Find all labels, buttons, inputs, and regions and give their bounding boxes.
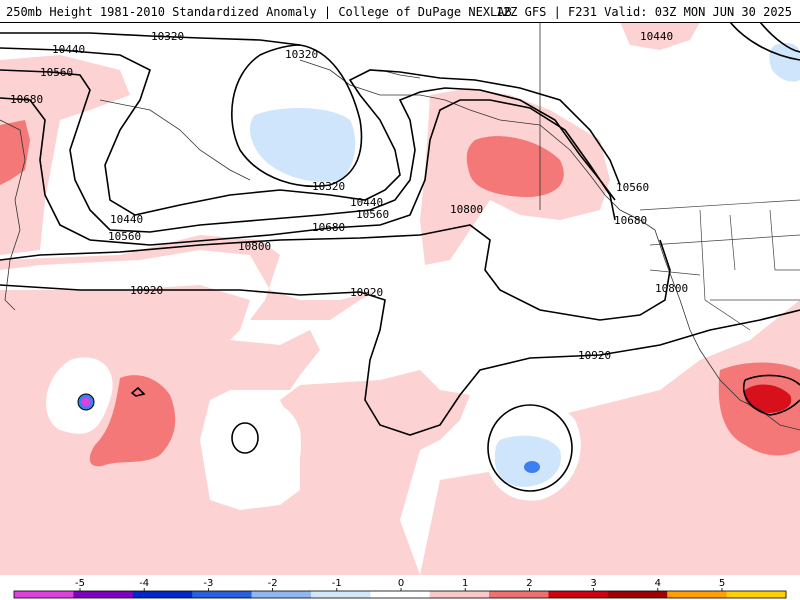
model-run-info: 12Z GFS | F231 Valid: 03Z MON JUN 30 202… xyxy=(495,5,792,19)
anomaly-map: 10320 10320 10320 10440 10440 10440 1044… xyxy=(0,22,800,575)
contour-10320-north xyxy=(0,32,301,46)
contour-label: 10320 xyxy=(151,30,184,43)
contour-10920-a xyxy=(0,284,800,436)
contour-label: 10320 xyxy=(285,48,318,61)
colorbar-segment xyxy=(132,591,193,598)
contour-label: 10440 xyxy=(110,213,143,226)
contour-label: 10800 xyxy=(238,240,271,253)
colorbar-tick-label: -2 xyxy=(268,578,278,589)
colorbar-tick-label: 0 xyxy=(398,578,404,589)
contour-10920-closed-central xyxy=(231,422,259,454)
state-borders xyxy=(639,199,800,331)
colorbar-segment xyxy=(489,591,549,598)
colorbar-tick-label: -3 xyxy=(203,578,213,589)
contour-label: 10440 xyxy=(640,30,673,43)
map-title: 250mb Height 1981-2010 Standardized Anom… xyxy=(6,5,512,19)
contour-pnw-trough xyxy=(729,22,800,61)
colorbar-tick-label: -4 xyxy=(139,578,149,589)
colorbar: -5 -4 -3 -2 -1 0 1 2 3 4 5 xyxy=(0,575,800,600)
colorbar-segment xyxy=(192,591,253,598)
colorbar-frame xyxy=(13,590,787,599)
contour-label: 10800 xyxy=(655,282,688,295)
contour-label: 10320 xyxy=(312,180,345,193)
contour-label: 10920 xyxy=(130,284,163,297)
negative-anomaly-mid xyxy=(524,461,540,473)
colorbar-segment xyxy=(726,591,787,598)
contour-label: 10440 xyxy=(52,43,85,56)
colorbar-segment xyxy=(14,591,74,598)
contour-label: 10680 xyxy=(10,93,43,106)
colorbar-tick-label: 5 xyxy=(719,578,725,589)
colorbar-segment xyxy=(251,591,312,598)
colorbar-segment xyxy=(607,591,668,598)
colorbar-tick-label: 1 xyxy=(462,578,468,589)
deep-negative-spot xyxy=(77,393,95,411)
contour-label: 10560 xyxy=(108,230,141,243)
colorbar-tick-label: -1 xyxy=(332,578,342,589)
negative-anomaly-light xyxy=(250,43,800,487)
colorbar-segment xyxy=(429,591,490,598)
contour-closed-east-mexico xyxy=(743,374,800,416)
contour-10800-a xyxy=(0,224,671,321)
colorbar-segment xyxy=(73,591,134,598)
contour-small-hawaii xyxy=(130,386,146,397)
contour-label: 10920 xyxy=(578,349,611,362)
contour-10920-closed-east xyxy=(487,404,573,492)
contour-label: 10560 xyxy=(616,181,649,194)
colorbar-tick-label: 2 xyxy=(526,578,532,589)
contour-10320-loop xyxy=(231,44,363,188)
colorbar-segment xyxy=(667,591,728,598)
contour-10440-a xyxy=(0,47,621,216)
contour-label: 10800 xyxy=(450,203,483,216)
contour-label: 10920 xyxy=(350,286,383,299)
map-header: 250mb Height 1981-2010 Standardized Anom… xyxy=(0,0,800,23)
colorbar-tick-label: 4 xyxy=(655,578,661,589)
colorbar-segment xyxy=(310,591,371,598)
contour-label: 10680 xyxy=(312,221,345,234)
contour-label: 10440 xyxy=(350,196,383,209)
colorbar-tick-label: 3 xyxy=(590,578,596,589)
contour-label: 10560 xyxy=(40,66,73,79)
colorbar-segment xyxy=(548,591,609,598)
contour-label: 10680 xyxy=(614,214,647,227)
colorbar-segment xyxy=(370,591,431,598)
contour-10680-a xyxy=(0,97,616,246)
contour-10560-a xyxy=(0,69,616,233)
contour-labels: 10320 10320 10320 10440 10440 10440 1044… xyxy=(10,30,688,362)
contour-label: 10560 xyxy=(356,208,389,221)
colorbar-tick-label: -5 xyxy=(75,578,85,589)
positive-anomaly-strong xyxy=(744,384,792,413)
height-contours xyxy=(0,22,800,492)
